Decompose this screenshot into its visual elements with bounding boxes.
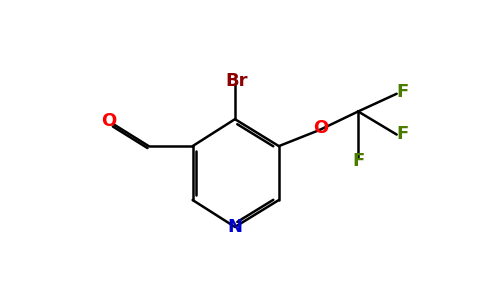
Text: F: F bbox=[397, 83, 409, 101]
Text: F: F bbox=[353, 152, 365, 170]
Text: N: N bbox=[227, 218, 242, 236]
Text: O: O bbox=[101, 112, 116, 130]
Text: O: O bbox=[313, 118, 328, 136]
Text: Br: Br bbox=[225, 72, 248, 90]
Text: F: F bbox=[397, 125, 409, 143]
